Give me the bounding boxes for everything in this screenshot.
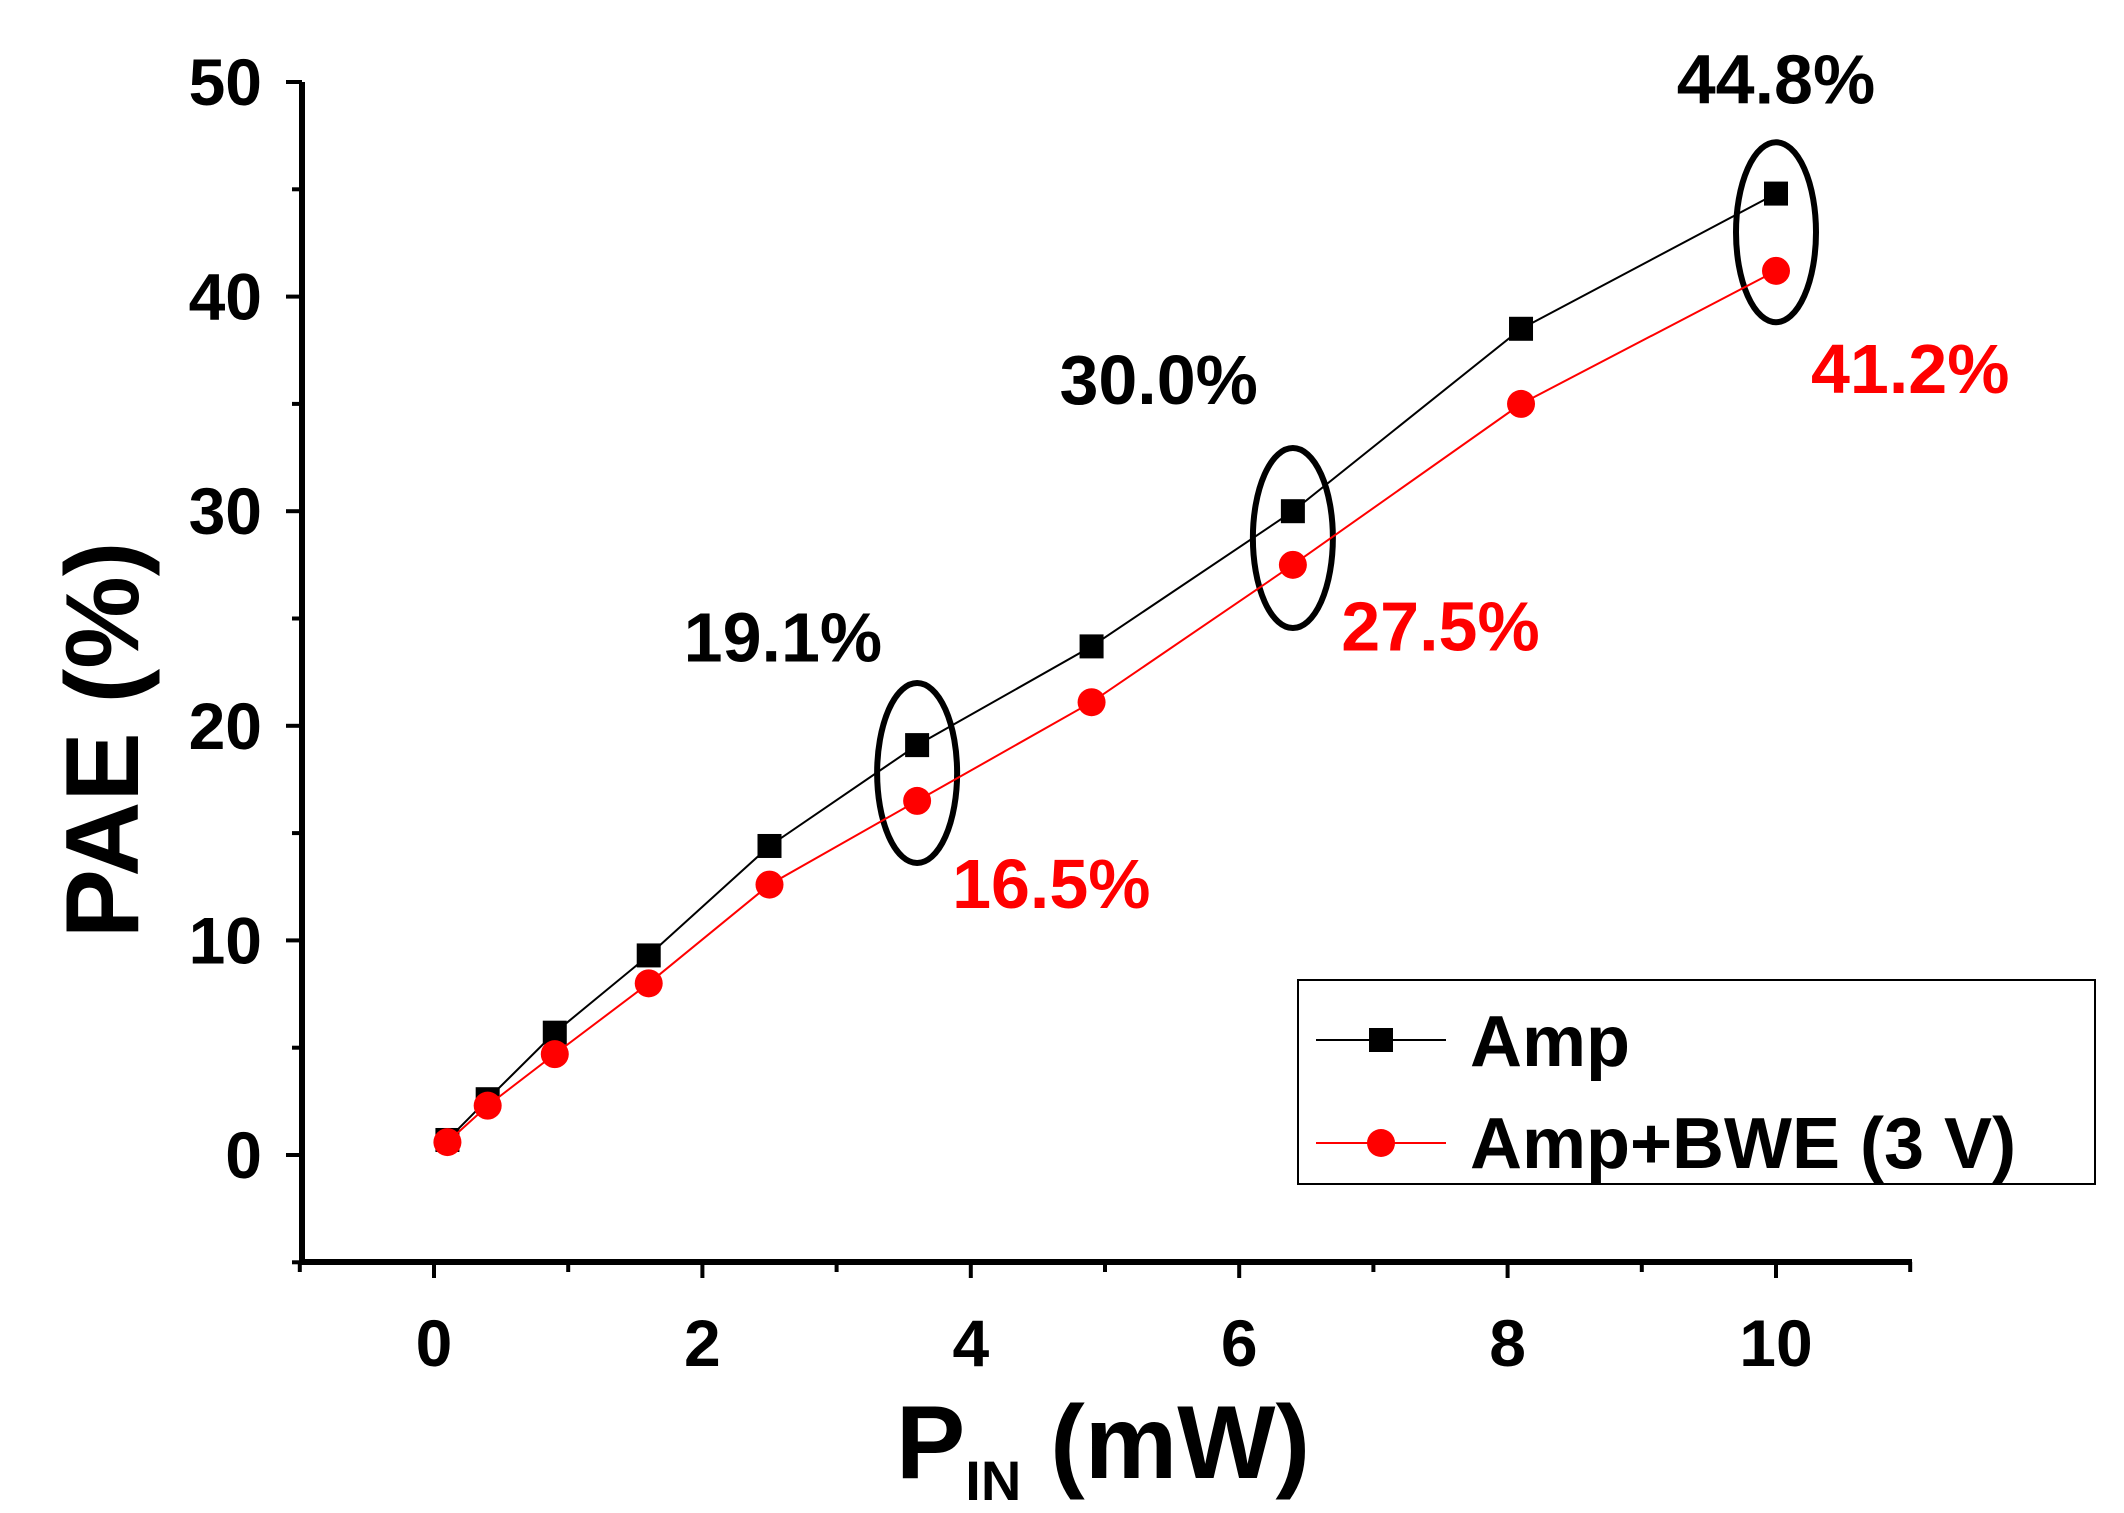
legend-marker-amp: [1369, 1028, 1393, 1052]
highlight-ellipses: [874, 139, 1819, 867]
x-tick-label: 8: [1489, 1306, 1526, 1380]
data-point-bwe: [433, 1128, 462, 1157]
data-point-amp: [1280, 499, 1305, 524]
annotation-label: 19.1%: [684, 598, 882, 676]
annotation-label: 27.5%: [1341, 588, 1539, 666]
annotation-label: 41.2%: [1811, 330, 2009, 408]
data-point-amp: [905, 733, 930, 758]
x-tick-label: 0: [416, 1306, 453, 1380]
series-group: [433, 181, 1790, 1157]
x-axis-title-main: P: [896, 1385, 965, 1501]
legend-marker-bwe: [1367, 1129, 1395, 1157]
highlight-ellipse: [1249, 445, 1336, 632]
legend-box: [1297, 979, 2096, 1185]
x-tick-label: 4: [952, 1306, 989, 1380]
highlight-ellipse: [1733, 139, 1819, 326]
data-point-bwe: [634, 969, 663, 998]
data-point-bwe: [540, 1040, 569, 1069]
data-point-amp: [636, 943, 661, 968]
y-tick-label: 40: [189, 260, 262, 334]
legend: Amp Amp+BWE (3 V): [1297, 979, 2096, 1185]
data-point-bwe: [755, 870, 784, 899]
y-tick-label: 10: [189, 903, 262, 977]
data-point-amp: [757, 833, 782, 858]
data-point-amp: [1764, 181, 1788, 206]
x-axis-title-subscript: IN: [965, 1449, 1021, 1512]
x-tick-label: 2: [684, 1306, 721, 1380]
y-axis-title: PAE (%): [45, 542, 161, 939]
x-tick-label: 10: [1739, 1306, 1812, 1380]
series-line-amp: [446, 192, 1777, 1141]
highlight-ellipse: [874, 680, 961, 867]
x-axis-title: PIN (mW): [896, 1385, 1310, 1512]
data-point-bwe: [903, 786, 932, 815]
annotation-label: 30.0%: [1059, 341, 1257, 419]
annotation-label: 16.5%: [952, 845, 1150, 923]
data-point-amp: [1079, 634, 1104, 659]
ticks: 0 2 4 6 8 10 0 10 20 30 40 50: [189, 45, 1913, 1380]
x-tick-label: 6: [1221, 1306, 1258, 1380]
annotation-label: 44.8%: [1677, 40, 1875, 118]
legend-label-bwe: Amp+BWE (3 V): [1470, 1104, 2016, 1184]
data-point-bwe: [473, 1091, 502, 1120]
data-point-bwe: [1507, 389, 1536, 418]
annotations: 19.1% 16.5% 30.0% 27.5% 44.8% 41.2%: [684, 40, 2010, 923]
data-point-bwe: [1762, 256, 1790, 285]
legend-label-amp: Amp: [1470, 1002, 1630, 1082]
data-point-bwe: [1077, 688, 1106, 717]
y-tick-label: 20: [189, 689, 262, 763]
data-point-bwe: [1278, 550, 1307, 579]
series-line-bwe: [446, 269, 1777, 1143]
x-axis-title-unit: (mW): [1021, 1385, 1310, 1501]
data-point-amp: [1509, 316, 1534, 341]
y-tick-label: 50: [189, 45, 262, 119]
y-tick-label: 0: [225, 1118, 262, 1192]
y-tick-label: 30: [189, 474, 262, 548]
